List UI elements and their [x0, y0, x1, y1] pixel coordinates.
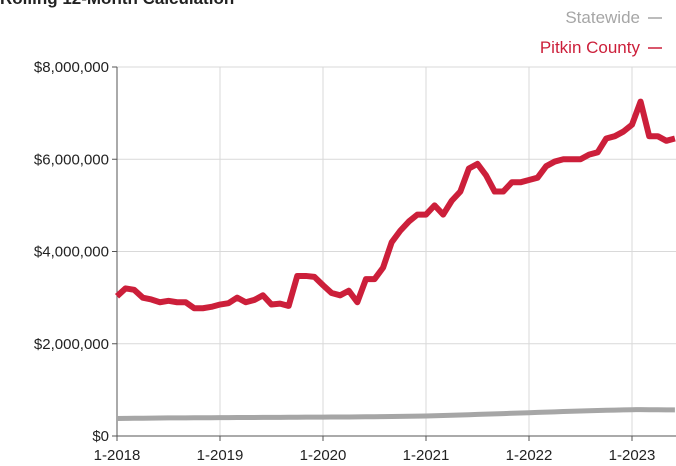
x-tick-label: 1-2022 [506, 447, 553, 464]
x-tick-label: 1-2019 [197, 447, 244, 464]
x-tick-label: 1-2018 [94, 447, 141, 464]
y-tick-label: $4,000,000 [34, 244, 109, 261]
x-tick-label: 1-2020 [300, 447, 347, 464]
chart-title: Rolling 12-Month Calculation [0, 0, 234, 8]
series-line [114, 98, 676, 312]
y-tick-label: $8,000,000 [34, 59, 109, 76]
y-tick-label: $0 [92, 428, 109, 445]
x-tick-label: 1-2023 [609, 447, 656, 464]
series-line [116, 407, 675, 421]
y-tick-label: $6,000,000 [34, 151, 109, 168]
x-tick-label: 1-2021 [403, 447, 450, 464]
legend-label: Statewide [565, 8, 640, 27]
legend-label: Pitkin County [540, 38, 641, 57]
y-tick-label: $2,000,000 [34, 336, 109, 353]
